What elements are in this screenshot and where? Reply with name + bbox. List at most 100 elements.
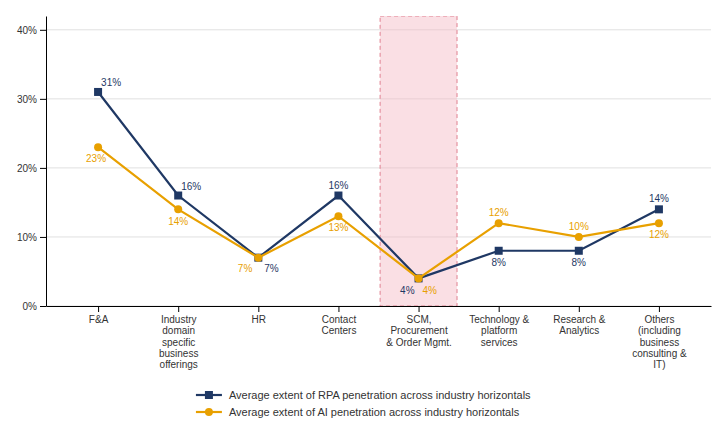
marker (174, 205, 182, 213)
marker (415, 274, 423, 282)
x-tick-label-line: SCM, (407, 314, 432, 325)
y-tick-mark (40, 99, 46, 100)
legend: Average extent of RPA penetration across… (196, 389, 531, 418)
marker (575, 247, 583, 255)
x-tick-label: HR (252, 314, 266, 325)
x-tick-label-line: business (640, 337, 679, 348)
series-line (98, 92, 659, 278)
data-area (94, 16, 663, 306)
data-label: 12% (649, 229, 669, 240)
data-label: 10% (569, 221, 589, 232)
x-tick: Industrydomainspecificbusinessofferings (159, 306, 198, 370)
x-tick: ContactCenters (321, 306, 356, 336)
x-tick-label-line: domain (162, 325, 195, 336)
marker (174, 192, 182, 200)
data-label: 12% (489, 207, 509, 218)
x-tick: F&A (89, 306, 109, 325)
data-label: 4% (400, 285, 415, 296)
x-tick-label: F&A (89, 314, 109, 325)
x-tick-mark (419, 306, 420, 312)
legend-label: Average extent of RPA penetration across… (229, 389, 531, 401)
legend-item: Average extent of AI penetration across … (196, 406, 520, 418)
grid-line (46, 98, 711, 99)
x-axis: F&A Industrydomainspecificbusinessofferin… (47, 306, 712, 370)
y-tick-label: 10% (17, 232, 37, 243)
grid-line (46, 29, 711, 30)
data-label: 14% (168, 216, 188, 227)
y-tick-label: 0% (23, 301, 38, 312)
marker (254, 254, 262, 262)
chart: F&A Industrydomainspecificbusinessofferin… (0, 0, 727, 426)
data-label: 14% (649, 193, 669, 204)
grid-line (46, 167, 711, 168)
x-tick-label: SCM,Procurement& Order Mgmt. (386, 314, 452, 347)
data-label: 4% (423, 285, 438, 296)
y-tick: 40% (17, 25, 46, 36)
legend-swatch-marker (205, 391, 213, 399)
x-tick-label-line: Analytics (559, 325, 599, 336)
x-tick-label-line: F&A (89, 314, 109, 325)
marker (415, 274, 423, 282)
x-tick-label: Research &Analytics (553, 314, 606, 336)
x-tick: Others(includingbusinessconsulting &IT) (632, 306, 687, 370)
markers (94, 88, 663, 282)
data-label: 8% (491, 257, 506, 268)
markers (94, 143, 663, 282)
y-tick-label: 30% (17, 94, 37, 105)
x-tick-label-line: business (159, 348, 198, 359)
x-tick-mark (499, 306, 500, 312)
legend-label: Average extent of AI penetration across … (229, 406, 520, 418)
y-tick-mark (40, 168, 46, 169)
x-tick-label-line: offerings (160, 359, 198, 370)
marker (495, 247, 503, 255)
marker (655, 219, 663, 227)
x-tick-mark (338, 306, 339, 312)
data-label: 13% (328, 222, 348, 233)
x-tick-label-line: IT) (653, 359, 665, 370)
x-tick-mark (258, 306, 259, 312)
x-tick-label-line: Contact (322, 314, 357, 325)
y-tick-label: 20% (17, 163, 37, 174)
y-tick-label: 40% (17, 25, 37, 36)
x-tick-label-line: Research & (553, 314, 606, 325)
x-tick-label: Technology &platformservices (469, 314, 529, 347)
grid-line (46, 306, 711, 307)
data-label: 31% (101, 77, 121, 88)
data-label: 16% (328, 180, 348, 191)
y-tick-mark (40, 30, 46, 31)
x-tick-mark (659, 306, 660, 312)
x-tick-label: Industrydomainspecificbusinessofferings (159, 314, 198, 370)
x-tick-label-line: consulting & (632, 348, 687, 359)
x-axis-line (47, 306, 712, 307)
y-axis: 0% 10% 20% 30% 40% (17, 17, 47, 312)
x-tick-label-line: & Order Mgmt. (386, 337, 452, 348)
marker (254, 254, 262, 262)
x-tick: Research &Analytics (553, 306, 606, 336)
x-tick-mark (579, 306, 580, 312)
legend-swatch-marker (205, 408, 213, 416)
data-label: 8% (572, 257, 587, 268)
marker (655, 205, 663, 213)
x-tick-label: ContactCenters (321, 314, 356, 336)
x-tick-label-line: Centers (321, 325, 356, 336)
marker (575, 233, 583, 241)
x-tick-label-line: Procurement (390, 325, 447, 336)
x-tick-mark (98, 306, 99, 312)
x-tick-label-line: HR (252, 314, 266, 325)
data-label: 23% (86, 153, 106, 164)
y-axis-line (46, 17, 47, 307)
marker (334, 212, 342, 220)
x-tick: Technology &platformservices (469, 306, 529, 348)
x-tick-label: Others(includingbusinessconsulting &IT) (632, 314, 687, 370)
marker (334, 192, 342, 200)
data-label: 7% (238, 263, 253, 274)
x-tick: HR (252, 306, 266, 325)
marker (94, 143, 102, 151)
y-tick: 30% (17, 94, 46, 105)
y-tick-mark (40, 306, 46, 307)
marker (495, 219, 503, 227)
y-tick: 0% (23, 301, 46, 312)
y-tick-mark (40, 237, 46, 238)
x-tick-label-line: platform (481, 325, 517, 336)
x-tick-label-line: Technology & (469, 314, 529, 325)
